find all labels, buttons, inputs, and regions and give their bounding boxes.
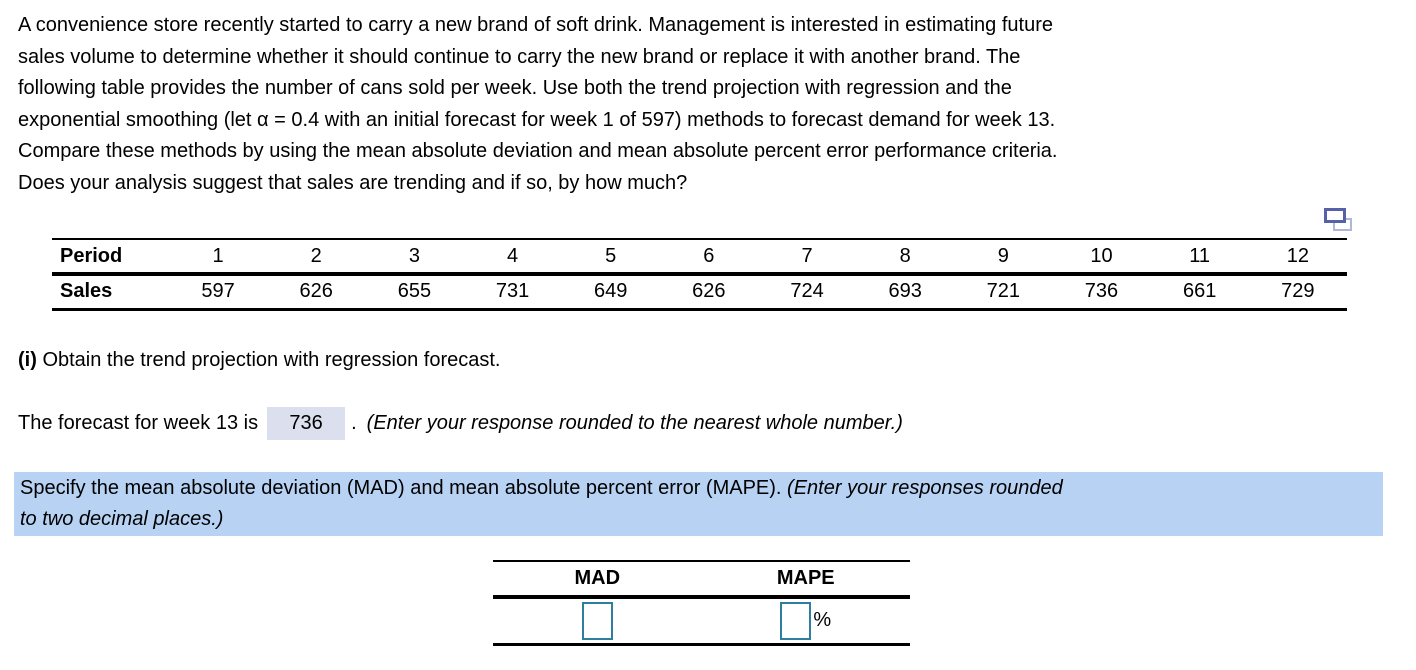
rounding-note: (Enter your response rounded to the near… — [366, 411, 903, 434]
period-cell: 11 — [1150, 239, 1249, 276]
question-line: Does your analysis suggest that sales ar… — [18, 171, 688, 194]
highlight-line: Specify the mean absolute deviation (MAD… — [20, 473, 1383, 504]
period-cell: 6 — [659, 239, 758, 276]
results-header-row: MAD MAPE — [493, 561, 910, 599]
period-cell: 12 — [1248, 239, 1347, 276]
sales-cell: 597 — [169, 274, 268, 311]
mad-header: MAD — [493, 561, 702, 599]
sales-row: Sales 597 626 655 731 649 626 724 693 72… — [52, 274, 1347, 311]
forecast-sentence: The forecast for week 13 is 736 . (Enter… — [18, 405, 903, 441]
period-row: Period 1 2 3 4 5 6 7 8 9 10 11 12 — [52, 239, 1347, 276]
period-cell: 7 — [757, 239, 857, 276]
highlight-normal-text: Specify the mean absolute deviation (MAD… — [20, 477, 788, 499]
sales-cell: 721 — [954, 274, 1053, 311]
mape-cell: % — [701, 597, 910, 646]
mape-input[interactable] — [780, 601, 812, 640]
sales-cell: 661 — [1150, 274, 1249, 311]
copy-icon-front-window — [1324, 208, 1346, 223]
period-cell: 2 — [267, 239, 366, 276]
mad-cell — [493, 597, 702, 646]
sales-cell: 724 — [757, 274, 857, 311]
part-i-prompt: (i) Obtain the trend projection with reg… — [18, 349, 500, 372]
sales-row-header: Sales — [52, 274, 169, 311]
forecast-answer-field[interactable]: 736 — [267, 406, 346, 440]
sales-cell: 649 — [561, 274, 660, 311]
sales-cell: 626 — [267, 274, 366, 311]
question-line: sales volume to determine whether it sho… — [18, 45, 1021, 68]
forecast-prefix: The forecast for week 13 is — [18, 411, 259, 434]
part-i-text: Obtain the trend projection with regress… — [36, 349, 501, 371]
highlight-italic-text: (Enter your responses rounded — [787, 477, 1063, 499]
results-table: MAD MAPE % — [493, 560, 910, 646]
period-cell: 4 — [463, 239, 562, 276]
part-i-label: (i) — [18, 349, 37, 371]
sales-cell: 731 — [463, 274, 562, 311]
sales-cell: 655 — [365, 274, 464, 311]
instruction-highlight: Specify the mean absolute deviation (MAD… — [14, 472, 1383, 536]
period-cell: 5 — [561, 239, 660, 276]
copy-table-icon[interactable] — [1324, 208, 1353, 234]
sales-cell: 626 — [659, 274, 758, 311]
results-input-row: % — [493, 597, 910, 646]
percent-sign: % — [813, 609, 832, 632]
period-cell: 3 — [365, 239, 464, 276]
mad-input[interactable] — [581, 601, 613, 640]
highlight-line: to two decimal places.) — [20, 508, 224, 530]
question-line: A convenience store recently started to … — [18, 14, 1053, 36]
sentence-period: . — [351, 411, 357, 434]
question-line: Compare these methods by using the mean … — [18, 140, 1058, 163]
period-cell: 10 — [1052, 239, 1151, 276]
question-line: exponential smoothing (let α = 0.4 with … — [18, 108, 1056, 131]
period-row-header: Period — [52, 239, 169, 276]
question-text: A convenience store recently started to … — [18, 10, 1057, 200]
period-cell: 9 — [954, 239, 1053, 276]
question-line: following table provides the number of c… — [18, 77, 1012, 100]
mape-header: MAPE — [701, 561, 910, 599]
period-cell: 8 — [856, 239, 955, 276]
sales-cell: 693 — [856, 274, 955, 311]
sales-data-table: Period 1 2 3 4 5 6 7 8 9 10 11 12 Sales … — [52, 238, 1347, 311]
sales-cell: 729 — [1248, 274, 1347, 311]
sales-cell: 736 — [1052, 274, 1151, 311]
period-cell: 1 — [169, 239, 268, 276]
